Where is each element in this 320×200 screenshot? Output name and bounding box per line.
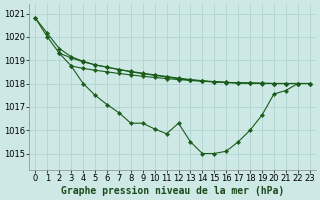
- X-axis label: Graphe pression niveau de la mer (hPa): Graphe pression niveau de la mer (hPa): [61, 186, 284, 196]
